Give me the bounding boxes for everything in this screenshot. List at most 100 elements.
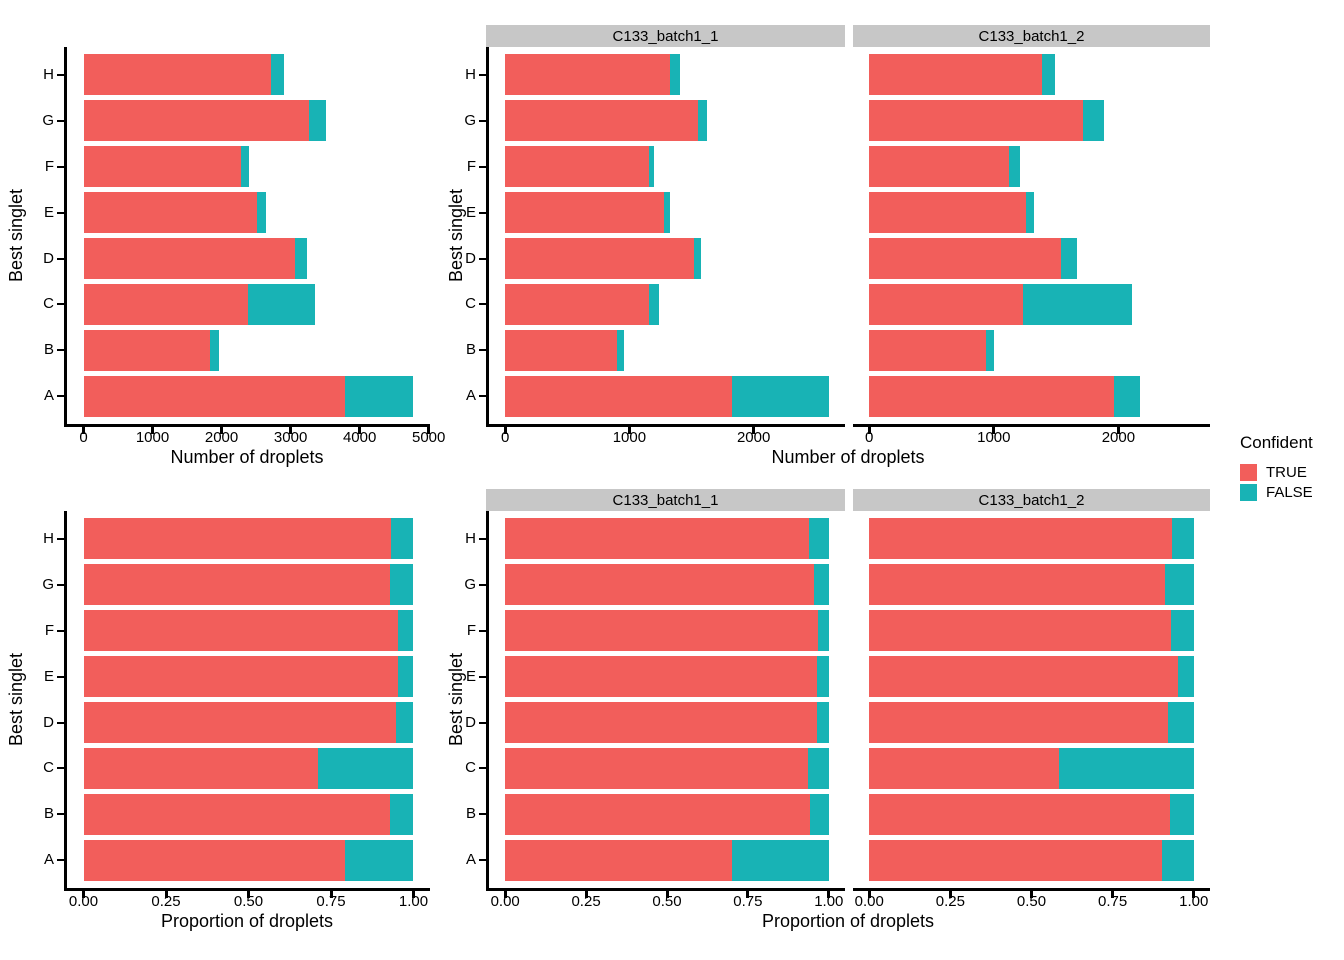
- y-tick-mark: [479, 119, 486, 122]
- y-tick-mark: [479, 813, 486, 816]
- y-tick-mark: [57, 629, 64, 632]
- y-tick-label: G: [464, 111, 476, 129]
- bar-segment-true: [505, 839, 732, 881]
- bar-segment-true: [83, 518, 391, 560]
- y-tick-label: H: [465, 65, 476, 83]
- bar-segment-false: [1168, 702, 1194, 743]
- bar-segment-false: [985, 329, 995, 371]
- bar-segment-false: [1164, 564, 1194, 606]
- bar-segment-false: [1061, 238, 1078, 279]
- x-tick-mark: [220, 427, 224, 434]
- x-tick-mark: [1111, 891, 1115, 898]
- x-tick-mark: [627, 427, 631, 434]
- bar-segment-true: [505, 747, 808, 789]
- y-tick-label: C: [43, 759, 54, 777]
- y-tick-mark: [479, 767, 486, 770]
- bar-segment-false: [1042, 54, 1055, 96]
- bar-segment-false: [731, 375, 829, 417]
- legend-label-true: TRUE: [1266, 464, 1307, 481]
- y-tick-mark: [57, 721, 64, 724]
- y-tick-label: F: [44, 157, 54, 175]
- x-tick-mark: [247, 891, 250, 898]
- x-tick-label: 1000: [135, 429, 170, 446]
- x-axis-title: Proportion of droplets: [160, 911, 334, 931]
- x-axis-title: Number of droplets: [771, 447, 925, 467]
- y-tick-mark: [57, 211, 64, 214]
- y-tick-mark: [57, 675, 64, 678]
- bar-segment-true: [869, 192, 1026, 234]
- y-tick-mark: [479, 537, 486, 540]
- bar-segment-false: [270, 54, 285, 96]
- x-tick-mark: [289, 427, 293, 434]
- bar-segment-true: [869, 564, 1165, 606]
- bar-segment-false: [1059, 747, 1194, 789]
- bar-segment-true: [83, 793, 391, 835]
- bar-segment-false: [813, 564, 829, 606]
- y-tick-label: C: [465, 295, 476, 313]
- x-tick-mark: [82, 427, 85, 434]
- y-tick-label: A: [465, 851, 476, 869]
- bar-segment-false: [809, 518, 829, 560]
- bar-segment-true: [83, 564, 390, 606]
- y-tick-mark: [479, 721, 486, 724]
- bar-segment-false: [257, 192, 266, 234]
- bar-segment-true: [505, 656, 817, 698]
- y-tick-label: G: [42, 575, 54, 593]
- x-tick-label: 2000: [204, 429, 239, 446]
- facet-strip: C133_batch1_2: [853, 489, 1210, 511]
- bar-segment-true: [869, 610, 1172, 652]
- y-tick-mark: [479, 211, 486, 214]
- facet-strip-label: C133_batch1_1: [612, 27, 719, 45]
- y-tick-label: H: [465, 529, 476, 547]
- x-tick-label: 1.00: [1179, 893, 1209, 910]
- bar-segment-false: [294, 238, 307, 279]
- y-axis-title: Best singlet: [446, 511, 468, 888]
- bar-segment-false: [210, 329, 220, 371]
- bar-segment-true: [869, 656, 1178, 698]
- x-tick-label: 5000: [412, 429, 446, 446]
- bar-segment-false: [398, 656, 414, 698]
- x-tick-label: 0.00: [68, 893, 99, 910]
- facet-strip-label: C133_batch1_2: [978, 491, 1085, 509]
- bar-segment-false: [1023, 283, 1133, 325]
- bar-segment-false: [694, 238, 702, 279]
- bar-segment-true: [505, 702, 817, 743]
- x-tick-label: 1000: [977, 429, 1011, 446]
- x-axis-line: [853, 424, 1210, 427]
- y-tick-mark: [479, 629, 486, 632]
- x-tick-mark: [503, 427, 507, 434]
- bar-segment-true: [83, 100, 309, 142]
- x-tick-label: 3000: [273, 429, 308, 446]
- bar-segment-true: [83, 238, 295, 279]
- bar-segment-true: [83, 839, 345, 881]
- bar-segment-false: [731, 839, 829, 881]
- y-tick-label: H: [43, 529, 54, 547]
- legend-item-true: TRUE: [1240, 464, 1313, 481]
- legend-swatch-false-icon: [1240, 484, 1257, 501]
- y-tick-label: B: [465, 341, 476, 359]
- x-axis-line: [853, 888, 1210, 891]
- y-tick-label: B: [43, 341, 54, 359]
- y-tick-label: E: [465, 667, 476, 685]
- y-tick-mark: [57, 813, 64, 816]
- x-tick-label: 1.00: [814, 893, 844, 910]
- bar-segment-true: [505, 54, 670, 96]
- y-tick-label: F: [44, 621, 54, 639]
- bar-segment-true: [505, 100, 698, 142]
- bar-segment-false: [240, 146, 249, 188]
- bar-segment-false: [248, 283, 316, 325]
- bar-segment-false: [390, 793, 414, 835]
- facet-strip: C133_batch1_2: [853, 25, 1210, 47]
- bar-segment-true: [83, 747, 318, 789]
- x-tick-label: 0.00: [854, 893, 884, 910]
- bar-segment-false: [810, 793, 829, 835]
- x-tick-mark: [427, 427, 431, 434]
- x-tick-mark: [665, 891, 669, 898]
- x-tick-label: 4000: [342, 429, 377, 446]
- bar-segment-true: [83, 54, 271, 96]
- bar-segment-false: [648, 146, 654, 188]
- x-tick-mark: [412, 891, 415, 898]
- y-tick-label: F: [466, 157, 476, 175]
- y-tick-mark: [479, 675, 486, 678]
